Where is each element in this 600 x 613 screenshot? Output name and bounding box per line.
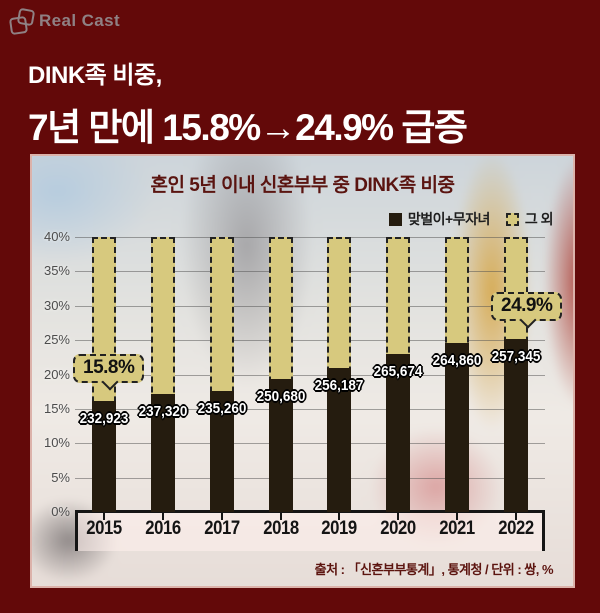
gridline-35 [75,271,545,273]
x-axis-tick [220,513,223,520]
y-axis-label: 40% [43,229,70,244]
legend-label-etc: 그 외 [524,211,554,227]
bar-dink-segment-2017 [209,391,234,512]
logo-text: Real Cast [39,11,121,30]
gridline-20 [75,374,545,376]
x-axis-tick [279,513,282,520]
value-label-2020: 265,674 [373,362,423,380]
callout-2022-text: 24.9% [501,295,553,316]
realcast-logo: Real Cast [8,7,121,36]
x-axis-label-2022: 2022 [497,518,534,539]
x-axis-tick [338,513,341,520]
headline: DINK족 비중, 7년 만에 15.8%→24.9% 급증 [28,55,468,151]
callout-2022-pct: 24.9% [491,292,563,329]
bar-dink-segment-2015 [92,401,117,512]
value-label-2022: 257,345 [491,347,541,365]
y-axis-label: 0% [51,504,70,519]
overlapping-squares-icon [8,7,36,36]
bar-2022 [503,237,528,512]
source-note: 출처 : 「신혼부부통계」, 통계청 / 단위 : 쌍, % [314,562,554,577]
bar-2016 [151,237,176,512]
headline-line1: DINK족 비중, [28,62,162,89]
legend-item-etc: 그 외 [505,209,554,229]
x-axis-tick [455,513,458,520]
bar-dink-segment-2019 [327,368,352,512]
x-axis-label-2016: 2016 [145,518,181,539]
headline-line2: 7년 만에 15.8%→24.9% 급증 [28,107,468,148]
legend-item-dink: 맞벌이+무자녀 [388,209,490,229]
bar-2018 [268,237,293,512]
bar-dink-segment-2022 [503,338,528,512]
bar-2021 [444,237,469,512]
bar-dink-segment-2016 [151,393,176,512]
x-axis-tick [397,513,400,520]
gridline-15 [75,408,545,410]
gridline-10 [75,443,545,445]
y-axis-label: 5% [51,469,70,485]
x-axis-label-2017: 2017 [204,518,240,539]
x-axis-tick [103,513,106,520]
bar-dink-segment-2021 [444,342,469,512]
gridline-40 [75,237,545,238]
plot-area: 0% 5% 10% 15% 20% 25% 30% 35% 40% 2015 232,923 2016… [32,156,573,586]
bar-2019 [327,237,352,512]
x-axis-label-2021: 2021 [439,518,475,539]
y-axis-label: 25% [43,332,70,348]
x-axis-end [75,510,78,551]
chart-title: 혼인 5년 이내 신혼부부 중 DINK족 비중 [150,175,455,196]
value-label-2016: 237,320 [138,402,188,420]
legend-swatch-dink [388,212,402,226]
y-axis-label: 10% [43,435,70,451]
gridline-25 [75,340,545,342]
bar-2020 [386,237,411,512]
legend-label-dink: 맞벌이+무자녀 [407,211,490,227]
x-axis-tick [514,513,517,520]
legend-swatch-etc [505,212,519,226]
gridline-5 [75,477,545,479]
y-axis-label: 15% [43,400,70,416]
x-axis-end [542,510,545,551]
x-axis-label-2018: 2018 [262,518,299,539]
y-axis-label: 35% [43,263,70,279]
bar-dink-segment-2020 [386,353,411,512]
bar-dink-segment-2018 [268,379,293,512]
callout-2015-pct: 15.8% [73,354,145,391]
gridline-30 [75,305,545,307]
x-axis-label-2015: 2015 [86,518,123,539]
value-label-2018: 250,680 [256,388,306,406]
value-label-2021: 264,860 [432,351,482,369]
x-axis-band [75,513,545,551]
value-label-2019: 256,187 [314,377,364,395]
y-axis-label: 30% [43,297,70,313]
callout-2015-text: 15.8% [83,357,135,378]
x-axis-tick [162,513,165,520]
x-axis-label-2019: 2019 [321,518,358,539]
y-axis-label: 20% [43,366,70,382]
x-axis-label-2020: 2020 [380,518,416,539]
value-label-2015: 232,923 [79,410,129,428]
value-label-2017: 235,260 [197,400,247,418]
bar-2017 [209,237,234,512]
chart-panel: 혼인 5년 이내 신혼부부 중 DINK족 비중 맞벌이+무자녀 그 외 0% 5… [30,154,575,588]
legend: 맞벌이+무자녀 그 외 [388,209,554,229]
x-axis-line [75,510,545,513]
